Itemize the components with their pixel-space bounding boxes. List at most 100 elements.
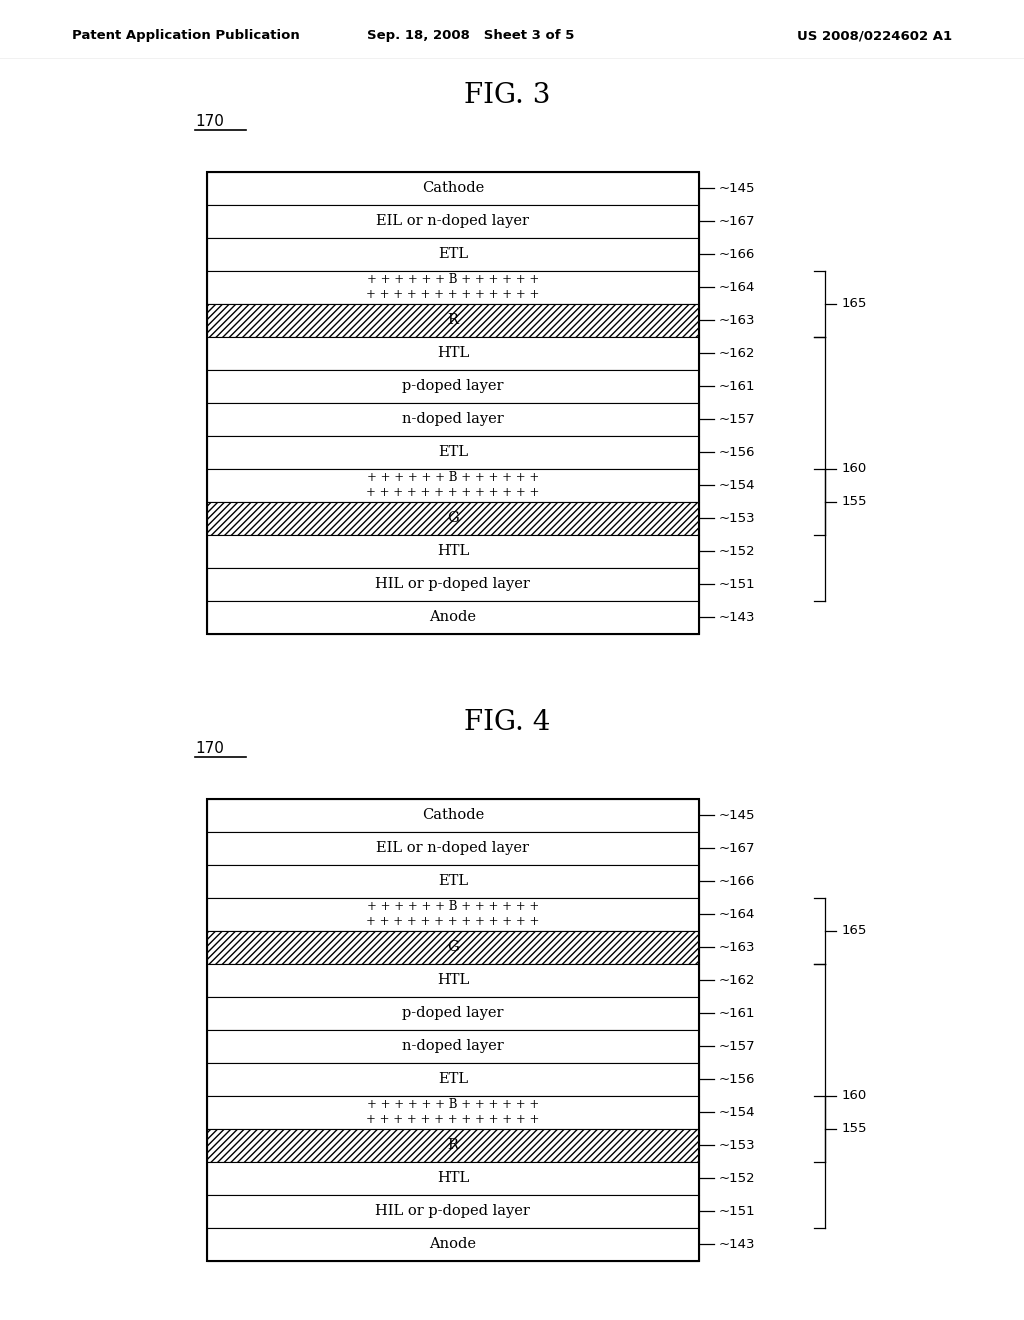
Text: + + + + + + B + + + + + +: + + + + + + B + + + + + + <box>367 900 539 913</box>
Text: HTL: HTL <box>437 1171 469 1185</box>
Text: 155: 155 <box>842 1122 867 1135</box>
Bar <box>207 403 698 436</box>
Bar <box>207 1162 698 1195</box>
Text: ~151: ~151 <box>719 1205 756 1217</box>
Text: ETL: ETL <box>438 445 468 459</box>
Text: + + + + + + B + + + + + +: + + + + + + B + + + + + + <box>367 273 539 286</box>
Text: 160: 160 <box>842 1089 866 1102</box>
Text: ETL: ETL <box>438 874 468 888</box>
Text: ~154: ~154 <box>719 479 755 491</box>
Text: Cathode: Cathode <box>422 181 484 195</box>
Bar <box>207 370 698 403</box>
Text: ~143: ~143 <box>719 1238 755 1250</box>
Text: ~156: ~156 <box>719 446 755 458</box>
Text: + + + + + + B + + + + + +: + + + + + + B + + + + + + <box>367 471 539 484</box>
Text: + + + + + + + + + + + + +: + + + + + + + + + + + + + <box>367 486 540 499</box>
Text: ~145: ~145 <box>719 182 755 194</box>
Text: HIL or p-doped layer: HIL or p-doped layer <box>376 1204 530 1218</box>
Text: Cathode: Cathode <box>422 808 484 822</box>
Text: HIL or p-doped layer: HIL or p-doped layer <box>376 577 530 591</box>
Bar <box>207 304 698 337</box>
Bar <box>207 931 698 964</box>
Text: ~164: ~164 <box>719 908 755 920</box>
Text: ~167: ~167 <box>719 215 755 227</box>
Text: 155: 155 <box>842 495 867 508</box>
Bar <box>207 1096 698 1129</box>
Text: US 2008/0224602 A1: US 2008/0224602 A1 <box>798 29 952 42</box>
Text: ~166: ~166 <box>719 875 755 887</box>
Text: 165: 165 <box>842 924 867 937</box>
Bar <box>207 865 698 898</box>
Bar <box>207 832 698 865</box>
Text: ~162: ~162 <box>719 974 755 986</box>
Bar <box>207 1195 698 1228</box>
Text: 170: 170 <box>195 741 224 755</box>
Text: ~164: ~164 <box>719 281 755 293</box>
Text: ~157: ~157 <box>719 413 756 425</box>
Text: ETL: ETL <box>438 1072 468 1086</box>
Bar <box>207 436 698 469</box>
Text: EIL or n-doped layer: EIL or n-doped layer <box>377 214 529 228</box>
Text: ETL: ETL <box>438 247 468 261</box>
Bar <box>207 601 698 634</box>
Text: 160: 160 <box>842 462 866 475</box>
Text: + + + + + + B + + + + + +: + + + + + + B + + + + + + <box>367 1098 539 1111</box>
Bar <box>207 997 698 1030</box>
Text: ~152: ~152 <box>719 1172 756 1184</box>
Text: ~163: ~163 <box>719 314 755 326</box>
Text: FIG. 3: FIG. 3 <box>464 82 550 110</box>
Text: + + + + + + + + + + + + +: + + + + + + + + + + + + + <box>367 915 540 928</box>
Text: + + + + + + + + + + + + +: + + + + + + + + + + + + + <box>367 288 540 301</box>
Text: ~145: ~145 <box>719 809 755 821</box>
Bar <box>207 898 698 931</box>
Text: n-doped layer: n-doped layer <box>402 412 504 426</box>
Text: 165: 165 <box>842 297 867 310</box>
Text: ~161: ~161 <box>719 1007 755 1019</box>
Bar <box>207 568 698 601</box>
Text: ~157: ~157 <box>719 1040 756 1052</box>
Text: Patent Application Publication: Patent Application Publication <box>72 29 299 42</box>
Text: HTL: HTL <box>437 973 469 987</box>
Text: HTL: HTL <box>437 544 469 558</box>
Bar <box>207 172 698 205</box>
Bar <box>207 1030 698 1063</box>
Text: ~162: ~162 <box>719 347 755 359</box>
Text: ~167: ~167 <box>719 842 755 854</box>
Text: ~154: ~154 <box>719 1106 755 1118</box>
Text: G: G <box>447 940 459 954</box>
Text: ~152: ~152 <box>719 545 756 557</box>
Text: G: G <box>447 511 459 525</box>
Bar <box>207 469 698 502</box>
Bar <box>207 1228 698 1261</box>
Bar <box>207 172 698 634</box>
Text: ~161: ~161 <box>719 380 755 392</box>
Text: ~143: ~143 <box>719 611 755 623</box>
Text: R: R <box>447 313 459 327</box>
Bar <box>207 502 698 535</box>
Bar <box>207 238 698 271</box>
Bar <box>207 799 698 832</box>
Text: Sep. 18, 2008   Sheet 3 of 5: Sep. 18, 2008 Sheet 3 of 5 <box>368 29 574 42</box>
Text: ~156: ~156 <box>719 1073 755 1085</box>
Text: ~151: ~151 <box>719 578 756 590</box>
Text: HTL: HTL <box>437 346 469 360</box>
Text: p-doped layer: p-doped layer <box>402 379 504 393</box>
Text: ~163: ~163 <box>719 941 755 953</box>
Text: R: R <box>447 1138 459 1152</box>
Text: Anode: Anode <box>429 1237 476 1251</box>
Text: ~153: ~153 <box>719 1139 756 1151</box>
Text: ~153: ~153 <box>719 512 756 524</box>
Bar <box>207 1129 698 1162</box>
Bar <box>207 271 698 304</box>
Text: FIG. 4: FIG. 4 <box>464 709 550 737</box>
Text: p-doped layer: p-doped layer <box>402 1006 504 1020</box>
Text: ~166: ~166 <box>719 248 755 260</box>
Text: n-doped layer: n-doped layer <box>402 1039 504 1053</box>
Text: + + + + + + + + + + + + +: + + + + + + + + + + + + + <box>367 1113 540 1126</box>
Bar <box>207 535 698 568</box>
Bar <box>207 205 698 238</box>
Bar <box>207 337 698 370</box>
Bar <box>207 964 698 997</box>
Text: 170: 170 <box>195 114 224 129</box>
Bar <box>207 1063 698 1096</box>
